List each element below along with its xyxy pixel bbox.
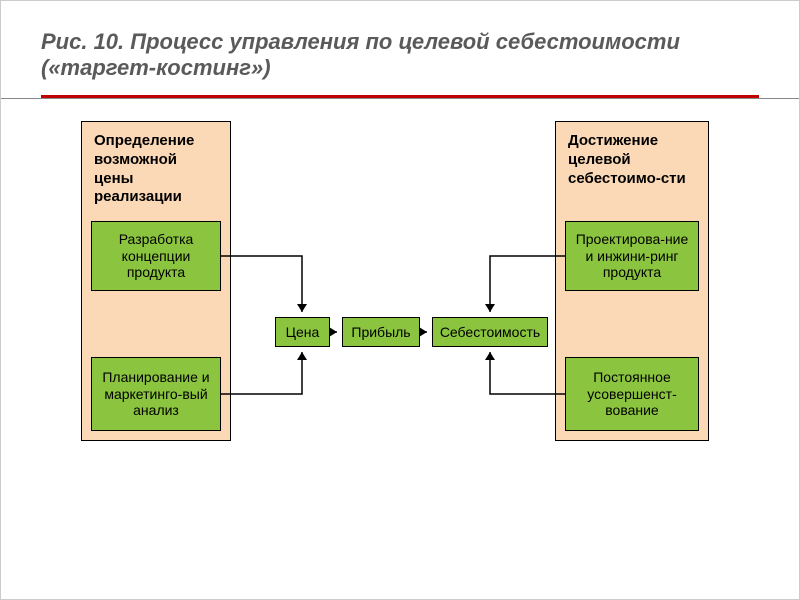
box-cost: Себестоимость — [432, 317, 548, 347]
panel-right-header: Достижение целевой себестоимо-сти — [564, 130, 700, 196]
box-price: Цена — [275, 317, 330, 347]
panel-left-header: Определение возможной цены реализации — [90, 130, 222, 215]
figure-title: Рис. 10. Процесс управления по целевой с… — [41, 29, 759, 81]
box-concept: Разработка концепции продукта — [91, 221, 221, 291]
box-improvement: Постоянное усовершенст-вование — [565, 357, 699, 431]
box-profit: Прибыль — [342, 317, 420, 347]
flowchart-diagram: Определение возможной цены реализации До… — [1, 99, 800, 539]
box-marketing: Планирование и маркетинго-вый анализ — [91, 357, 221, 431]
box-engineering: Проектирова-ние и инжини-ринг продукта — [565, 221, 699, 291]
